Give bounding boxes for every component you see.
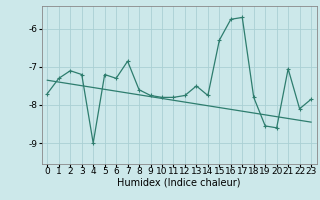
X-axis label: Humidex (Indice chaleur): Humidex (Indice chaleur) <box>117 178 241 188</box>
